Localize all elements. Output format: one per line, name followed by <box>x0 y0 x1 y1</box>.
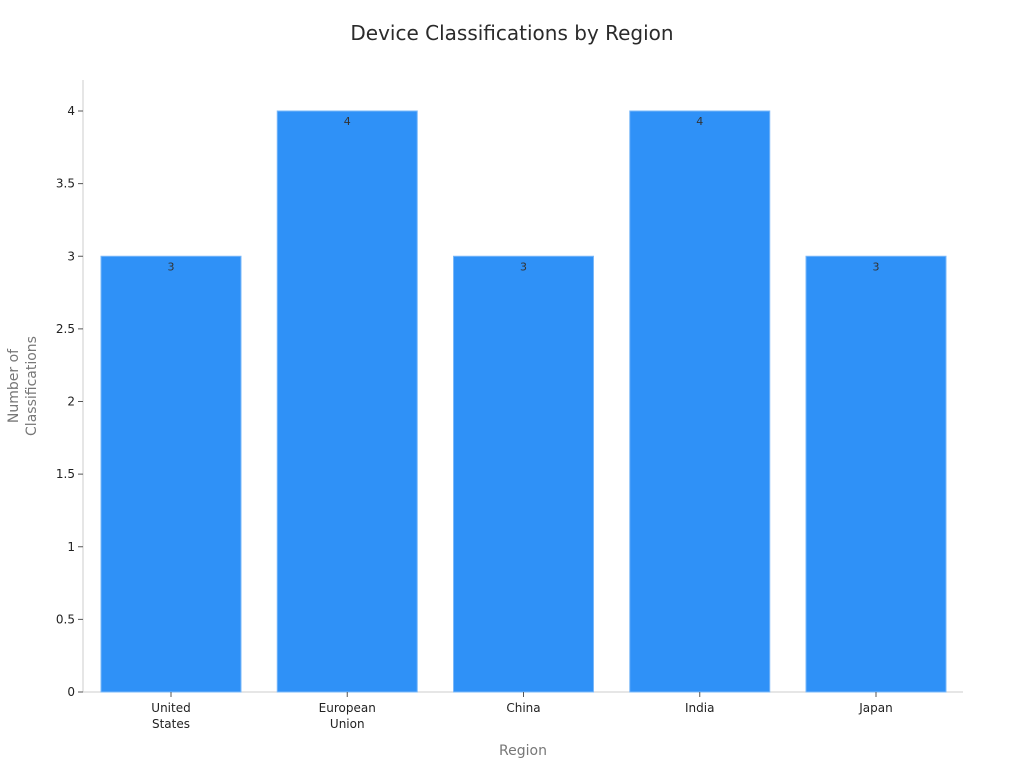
bar <box>805 255 947 693</box>
y-axis-title-line-1: Number of <box>6 348 22 423</box>
bar-data-label: 3 <box>520 260 527 273</box>
y-tick-label: 2 <box>67 395 75 409</box>
y-ticks: 0 0.5 1 1.5 2 2.5 3 3.5 4 <box>56 104 83 699</box>
bar <box>629 110 771 693</box>
y-tick-label: 3 <box>67 249 75 263</box>
bar <box>453 255 594 693</box>
bars <box>100 110 947 693</box>
x-axis-title: Region <box>499 743 547 759</box>
bar <box>276 110 418 693</box>
y-tick-label: 2.5 <box>56 322 75 336</box>
bar-data-label: 3 <box>873 260 880 273</box>
data-labels: 3 4 3 4 3 <box>168 115 880 273</box>
bar-data-label: 4 <box>344 115 351 128</box>
x-tick-label: European Union <box>319 701 376 731</box>
y-tick-label: 0 <box>67 685 75 699</box>
y-axis-title-line-2: Classifications <box>24 336 40 436</box>
y-tick-label: 3.5 <box>56 177 75 191</box>
x-tick-label: Japan <box>858 701 892 715</box>
x-tick-label: United States <box>151 701 190 731</box>
bar-data-label: 4 <box>696 115 703 128</box>
bar <box>100 255 242 693</box>
x-tick-label: China <box>506 701 540 715</box>
x-tick-label: India <box>685 701 714 715</box>
y-tick-label: 1.5 <box>56 467 75 481</box>
y-axis-title: Number of Classifications <box>6 336 40 436</box>
x-tick-labels: United States European Union China India Japan <box>151 692 893 731</box>
bar-data-label: 3 <box>168 260 175 273</box>
y-tick-label: 4 <box>67 104 75 118</box>
y-tick-label: 0.5 <box>56 612 75 626</box>
y-tick-label: 1 <box>67 540 75 554</box>
chart-title: Device Classifications by Region <box>350 21 673 45</box>
